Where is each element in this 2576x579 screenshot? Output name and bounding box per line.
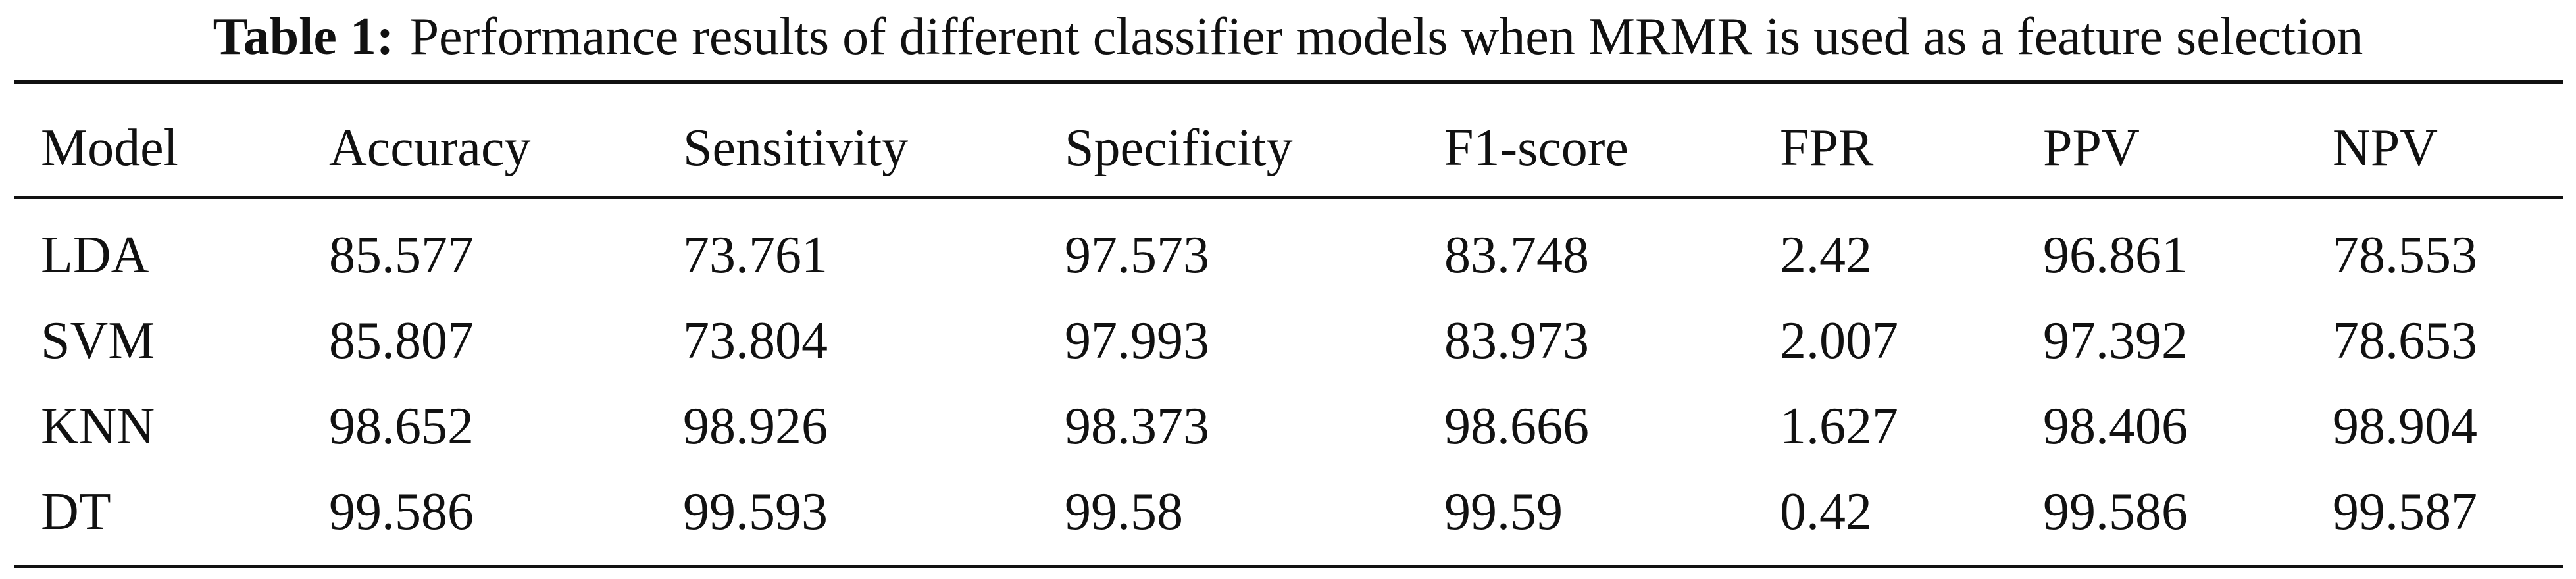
table-cell: 98.666	[1444, 397, 1589, 455]
table-cell: 2.007	[1780, 312, 1898, 370]
bottom-rule	[14, 565, 2563, 568]
table-cell: 73.761	[683, 226, 828, 284]
table-cell: 98.904	[2333, 397, 2477, 455]
table-cell: 99.593	[683, 483, 828, 541]
header-cell: NPV	[2333, 119, 2438, 177]
header-cell: Sensitivity	[683, 119, 909, 177]
header-cell: PPV	[2043, 119, 2140, 177]
table-cell: 2.42	[1780, 226, 1872, 284]
table-cell: 97.573	[1065, 226, 1209, 284]
table-cell: 98.373	[1065, 397, 1209, 455]
table-cell: 85.807	[329, 312, 474, 370]
table-cell: 99.59	[1444, 483, 1563, 541]
table-cell: 83.748	[1444, 226, 1589, 284]
header-cell: Specificity	[1065, 119, 1293, 177]
header-cell: Model	[41, 119, 178, 177]
top-rule	[14, 80, 2563, 84]
table-cell: 78.553	[2333, 226, 2477, 284]
table-caption: Table 1: Performance results of different…	[0, 5, 2576, 68]
table-cell: 99.58	[1065, 483, 1183, 541]
table-cell: 98.926	[683, 397, 828, 455]
table-cell: 85.577	[329, 226, 474, 284]
table-cell: 73.804	[683, 312, 828, 370]
table-cell: 97.993	[1065, 312, 1209, 370]
table-cell: 98.652	[329, 397, 474, 455]
mid-rule	[14, 196, 2563, 199]
table-cell: LDA	[41, 226, 149, 284]
table-cell: 0.42	[1780, 483, 1872, 541]
table-cell: 78.653	[2333, 312, 2477, 370]
table-cell: 96.861	[2043, 226, 2188, 284]
table-cell: 99.586	[329, 483, 474, 541]
header-cell: Accuracy	[329, 119, 531, 177]
caption-label: Table 1:	[213, 8, 394, 66]
table-cell: 99.586	[2043, 483, 2188, 541]
table-cell: SVM	[41, 312, 155, 370]
header-cell: F1-score	[1444, 119, 1629, 177]
table-cell: 98.406	[2043, 397, 2188, 455]
table-cell: 99.587	[2333, 483, 2477, 541]
table-cell: 83.973	[1444, 312, 1589, 370]
table-cell: KNN	[41, 397, 155, 455]
caption-text: Performance results of different classif…	[409, 8, 2363, 66]
table-cell: DT	[41, 483, 111, 541]
header-cell: FPR	[1780, 119, 1874, 177]
table-cell: 1.627	[1780, 397, 1898, 455]
table-cell: 97.392	[2043, 312, 2188, 370]
